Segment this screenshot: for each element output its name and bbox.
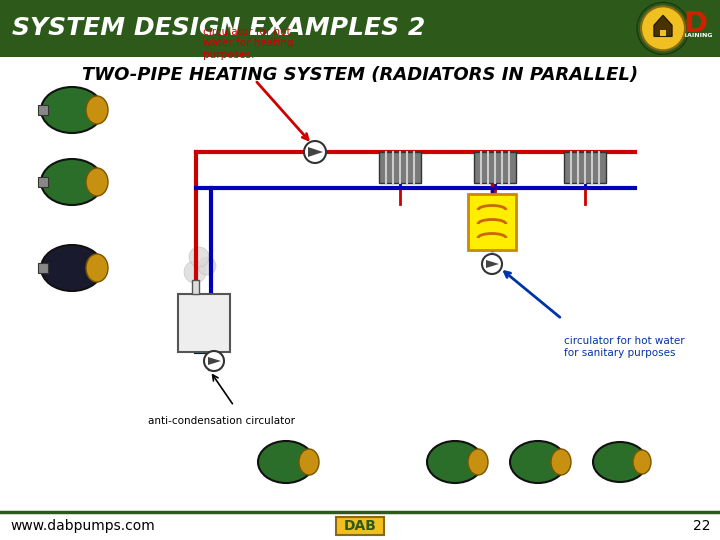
Bar [208,352,215,370]
Ellipse shape [86,168,108,196]
Text: SYSTEM DESIGN EXAMPLES 2: SYSTEM DESIGN EXAMPLES 2 [12,16,426,40]
Ellipse shape [86,96,108,124]
Ellipse shape [41,87,103,133]
Bar [379,152,421,183]
Polygon shape [308,147,323,157]
Ellipse shape [593,442,647,482]
Bar [474,152,516,183]
Bar [660,30,666,36]
Polygon shape [654,15,672,36]
Ellipse shape [41,159,103,205]
Bar [178,294,230,352]
Circle shape [204,351,224,371]
Text: DAB: DAB [343,519,377,533]
Bar [564,152,606,183]
Ellipse shape [468,449,488,475]
Bar [0,0,720,57]
Circle shape [304,141,326,163]
Polygon shape [208,357,221,365]
Circle shape [189,247,209,267]
Ellipse shape [510,441,566,483]
Bar [336,517,384,535]
Bar [38,177,48,187]
Circle shape [641,6,685,50]
Ellipse shape [86,254,108,282]
Circle shape [184,261,206,283]
Bar [468,194,516,250]
Polygon shape [486,260,499,268]
Text: circulator for hot water
for sanitary purposes: circulator for hot water for sanitary pu… [564,336,685,357]
Text: TRAINING: TRAINING [678,33,712,38]
Text: TWO-PIPE HEATING SYSTEM (RADIATORS IN PARALLEL): TWO-PIPE HEATING SYSTEM (RADIATORS IN PA… [82,66,638,84]
Circle shape [482,254,502,274]
Ellipse shape [258,441,314,483]
Ellipse shape [41,245,103,291]
Ellipse shape [633,450,651,474]
Circle shape [637,2,689,55]
Ellipse shape [427,441,483,483]
Bar [38,263,48,273]
Text: 22: 22 [693,519,710,533]
Text: anti-condensation circulator: anti-condensation circulator [148,416,295,426]
Ellipse shape [551,449,571,475]
Ellipse shape [299,449,319,475]
Bar [38,105,48,115]
Bar [192,280,199,294]
Text: www.dabpumps.com: www.dabpumps.com [10,519,155,533]
Text: circulator for hot
water for heating
purposes.: circulator for hot water for heating pur… [203,27,294,60]
Circle shape [198,257,216,275]
Text: D: D [683,10,707,38]
